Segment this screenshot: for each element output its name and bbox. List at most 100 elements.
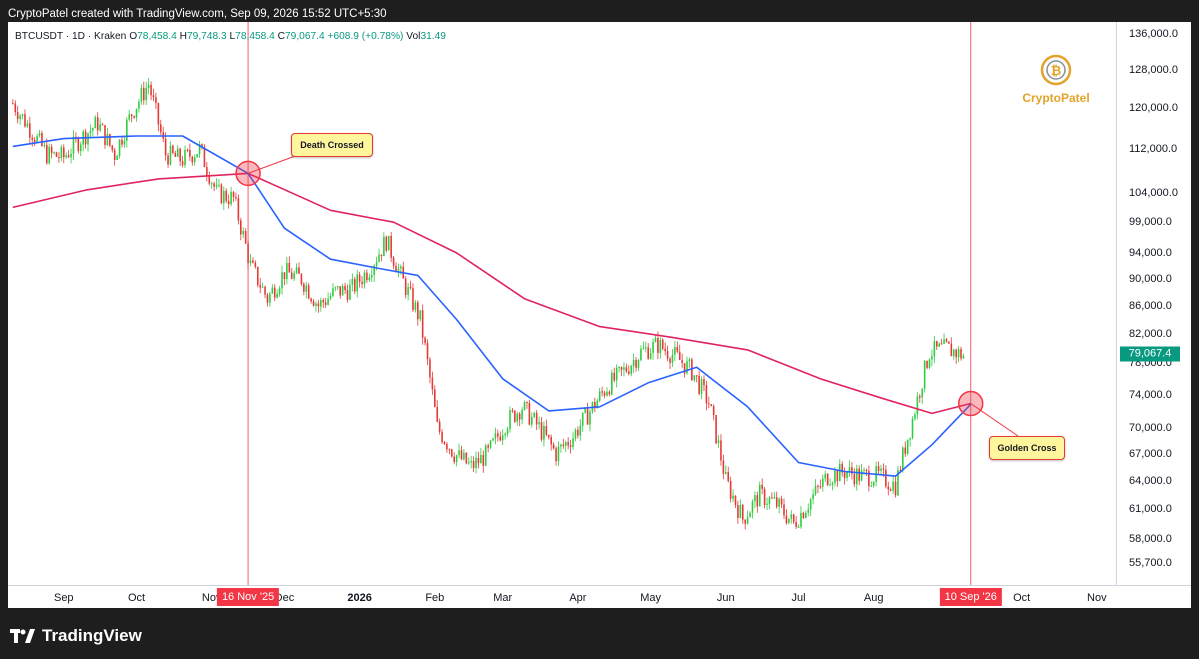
candle-body bbox=[657, 338, 659, 354]
candle-body bbox=[421, 310, 424, 338]
candle-body bbox=[547, 434, 550, 438]
low-label: L bbox=[229, 31, 236, 42]
price-axis-label: 64,000.0 bbox=[1129, 474, 1172, 487]
golden-cross-marker bbox=[957, 390, 984, 417]
candle-body bbox=[400, 266, 402, 269]
candle-body bbox=[674, 346, 676, 355]
candle-body bbox=[962, 355, 965, 359]
candle-body bbox=[237, 198, 240, 221]
tradingview-logo[interactable]: TradingView bbox=[10, 626, 142, 646]
candle-body bbox=[36, 135, 38, 143]
candle-body bbox=[928, 359, 931, 368]
candle-body bbox=[683, 363, 686, 374]
candle-body bbox=[940, 343, 943, 345]
candle-body bbox=[790, 514, 793, 519]
candle-body bbox=[487, 445, 489, 448]
candle-body bbox=[341, 285, 344, 296]
candle-body bbox=[310, 298, 312, 302]
candle-body bbox=[164, 138, 167, 156]
candle-body bbox=[863, 469, 865, 471]
candle-body bbox=[46, 144, 48, 164]
candle-body bbox=[152, 95, 155, 98]
candle-body bbox=[504, 433, 506, 436]
candle-body bbox=[412, 288, 414, 310]
candle-body bbox=[179, 148, 181, 162]
candle-body bbox=[366, 272, 368, 281]
time-axis-label: Dec bbox=[274, 592, 295, 604]
candle-body bbox=[809, 499, 812, 510]
candle-body bbox=[395, 265, 397, 273]
candle-body bbox=[831, 482, 834, 485]
candle-body bbox=[198, 144, 201, 155]
candle-body bbox=[339, 286, 342, 296]
candle-body bbox=[792, 514, 795, 523]
price-axis-label: 128,000.0 bbox=[1129, 63, 1178, 76]
price-chart[interactable] bbox=[8, 22, 1191, 608]
candle-body bbox=[184, 149, 186, 166]
candle-body bbox=[298, 267, 300, 274]
candle-body bbox=[65, 155, 67, 158]
candle-body bbox=[691, 359, 693, 381]
candle-body bbox=[281, 272, 283, 289]
candle-body bbox=[300, 273, 303, 284]
candle-body bbox=[446, 443, 448, 450]
time-axis-label: Nov bbox=[201, 592, 222, 604]
candle-body bbox=[94, 117, 97, 129]
candle-body bbox=[210, 183, 213, 185]
candle-body bbox=[661, 339, 664, 349]
candle-body bbox=[378, 254, 380, 262]
candle-body bbox=[834, 470, 836, 483]
candle-body bbox=[652, 341, 654, 353]
candle-body bbox=[846, 472, 848, 478]
price-axis[interactable]: 136,000.0 128,000.0 120,000.0 112,000.0 104,… bbox=[1116, 22, 1192, 585]
candle-body bbox=[841, 463, 843, 473]
candle-body bbox=[729, 480, 732, 499]
time-axis-label: Jun bbox=[716, 592, 735, 604]
candle-body bbox=[780, 498, 783, 505]
candle-body bbox=[463, 452, 465, 460]
candle-body bbox=[506, 428, 509, 434]
time-axis-marker-flag: 10 Sep '26 bbox=[939, 588, 1002, 606]
candle-body bbox=[788, 518, 790, 524]
candle-body bbox=[501, 435, 504, 441]
candle-body bbox=[909, 437, 911, 440]
candle-body bbox=[307, 285, 310, 299]
candle-body bbox=[368, 277, 371, 281]
candle-body bbox=[555, 448, 557, 462]
candle-body bbox=[761, 484, 763, 489]
candle-body bbox=[96, 117, 99, 131]
candle-body bbox=[514, 410, 516, 422]
candle-body bbox=[150, 84, 152, 96]
candle-body bbox=[29, 123, 31, 138]
ma-fast-line bbox=[12, 135, 972, 477]
candle-body bbox=[766, 503, 768, 505]
candle-body bbox=[935, 341, 938, 347]
candle-body bbox=[521, 409, 523, 420]
price-axis-label: 94,000.0 bbox=[1129, 246, 1172, 259]
candle-body bbox=[244, 230, 247, 244]
candle-body bbox=[87, 133, 89, 145]
price-axis-label: 90,000.0 bbox=[1129, 272, 1172, 285]
time-axis[interactable]: Sep Oct Nov Dec 2026 Feb Mar Apr May Jun Jul Aug Oct… bbox=[8, 585, 1191, 609]
candle-body bbox=[654, 338, 657, 342]
candle-body bbox=[201, 144, 203, 147]
chart-panel[interactable]: BTCUSDT · 1D · Kraken O78,458.4 H79,748.… bbox=[8, 22, 1191, 608]
candle-body bbox=[768, 497, 771, 504]
candle-body bbox=[138, 101, 140, 109]
candle-body bbox=[489, 440, 492, 448]
candle-body bbox=[916, 396, 919, 415]
candle-body bbox=[717, 440, 720, 444]
symbol-info-bar: BTCUSDT · 1D · Kraken O78,458.4 H79,748.… bbox=[15, 31, 446, 42]
chart-header: CryptoPatel created with TradingView.com… bbox=[0, 0, 1199, 26]
candle-body bbox=[353, 279, 356, 292]
brand-name: CryptoPatel bbox=[1022, 91, 1090, 105]
candle-body bbox=[906, 439, 909, 454]
candle-body bbox=[897, 469, 899, 496]
candle-body bbox=[632, 359, 635, 367]
candle-body bbox=[611, 372, 613, 395]
candle-body bbox=[181, 161, 184, 166]
price-axis-label: 61,000.0 bbox=[1129, 503, 1172, 516]
candle-body bbox=[531, 416, 533, 425]
price-axis-label: 136,000.0 bbox=[1129, 28, 1178, 40]
candle-body bbox=[931, 356, 933, 360]
